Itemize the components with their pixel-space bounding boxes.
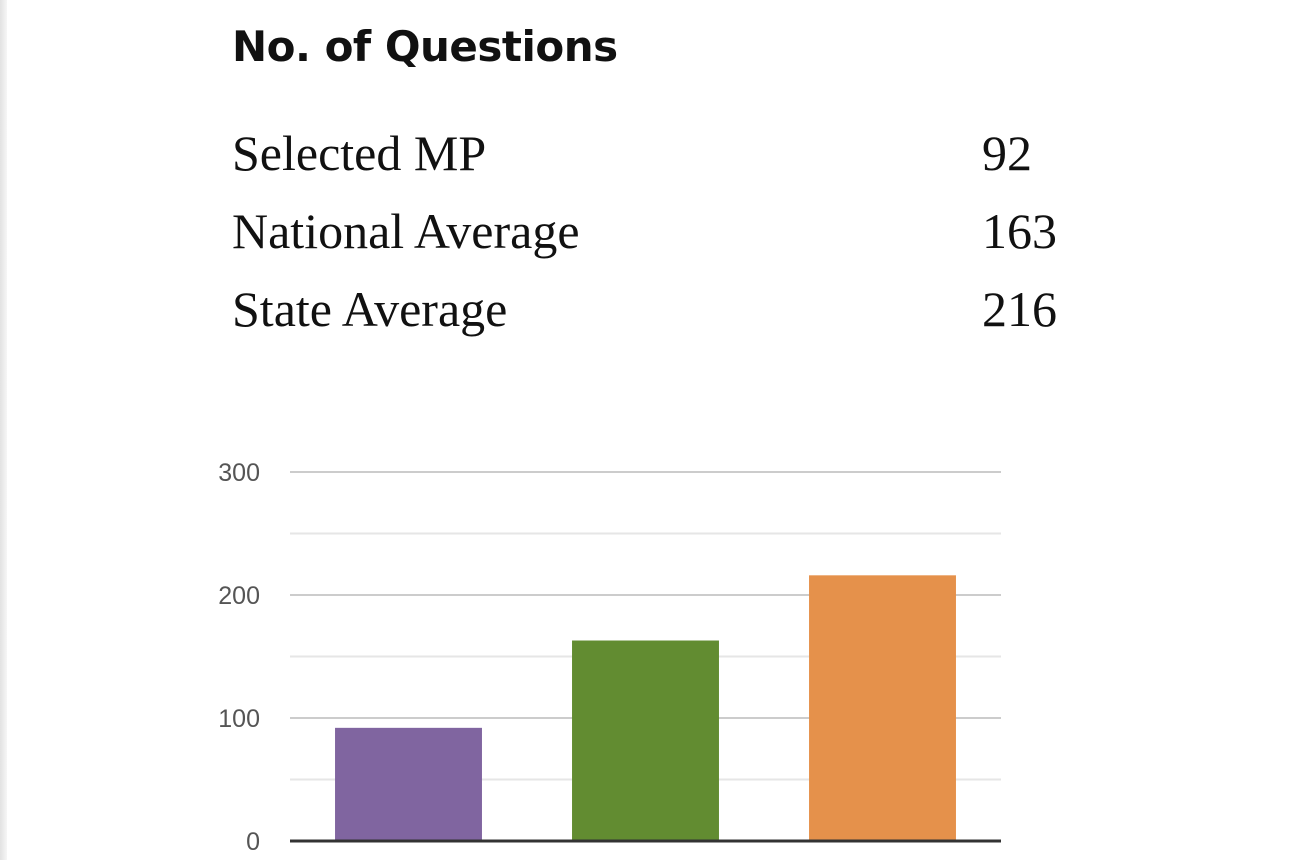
stat-value: 163 [982, 203, 1057, 259]
bar-selected-mp[interactable] [335, 727, 482, 841]
stat-label: National Average [232, 203, 580, 259]
y-tick-label: 100 [218, 705, 260, 733]
y-tick-label: 300 [218, 459, 260, 487]
y-tick-label: 200 [218, 582, 260, 610]
stat-value: 92 [982, 125, 1032, 181]
stats-table: Selected MP 92 National Average 163 Stat… [232, 122, 1057, 356]
bar-national-average[interactable] [572, 640, 719, 841]
stat-value: 216 [982, 281, 1057, 337]
window-edge [0, 0, 7, 860]
stat-row-state-average: State Average 216 [232, 278, 1057, 356]
stat-label: Selected MP [232, 125, 487, 181]
stat-row-selected-mp: Selected MP 92 [232, 122, 1052, 200]
stat-row-national-average: National Average 163 [232, 200, 1057, 278]
bar-state-average[interactable] [809, 575, 956, 841]
section-title: No. of Questions [232, 22, 618, 71]
y-tick-label: 0 [246, 828, 260, 856]
stat-label: State Average [232, 281, 508, 337]
